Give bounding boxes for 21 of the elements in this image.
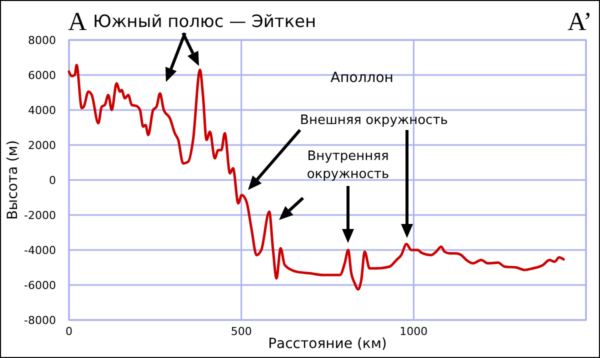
x-tick-label: 0 — [66, 325, 72, 338]
annotation: Аполлон — [330, 70, 394, 86]
y-tick-label: 4000 — [28, 104, 56, 117]
y-axis-title: Высота (м) — [5, 140, 21, 220]
y-tick-label: -4000 — [24, 244, 56, 257]
text: Южный полюс — Эйткен — [93, 12, 316, 32]
y-tick-label: 2000 — [28, 138, 56, 152]
y-tick-label: -2000 — [24, 208, 56, 222]
x-axis-title: Расстояние (км) — [268, 336, 387, 352]
x-tick-label: 500 — [230, 325, 252, 338]
x-tick-label: 1000 — [400, 325, 428, 338]
y-tick-label: 0 — [49, 174, 56, 187]
y-tick-label: -8000 — [24, 314, 56, 327]
annotation: Внутренняя окружность — [306, 149, 390, 182]
y-tick-label: 8000 — [28, 34, 56, 47]
y-tick-label: -6000 — [24, 278, 56, 292]
y-tick-label: 6000 — [28, 68, 56, 82]
text: A’ — [567, 7, 592, 36]
annotation: Внешняя окружность — [300, 113, 448, 128]
line-series — [68, 64, 565, 291]
text: A — [68, 7, 87, 36]
